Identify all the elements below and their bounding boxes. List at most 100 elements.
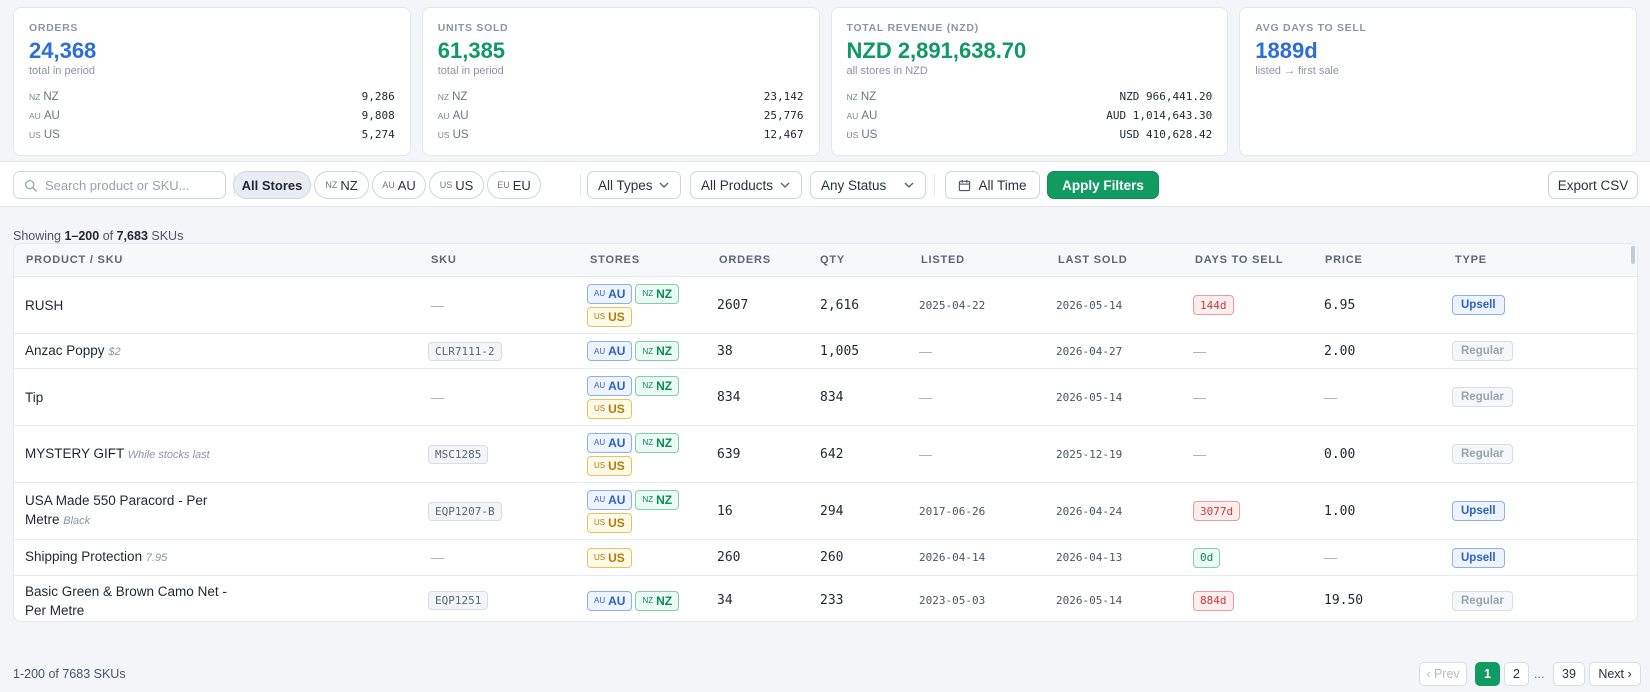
page-button-2[interactable]: 2: [1504, 662, 1529, 686]
page-button-1[interactable]: 1: [1475, 662, 1500, 686]
table-row[interactable]: Anzac Poppy $2 CLR7111-2 AU AU NZ NZ 38 1,005—2…: [14, 334, 1637, 369]
store-label: US US: [29, 129, 60, 141]
product-cell: RUSH: [25, 277, 235, 333]
product-cell: USA Made 550 Paracord - Per Metre Black: [25, 483, 235, 539]
product-note: $2: [108, 345, 121, 358]
listed-cell: 2023-05-03: [919, 594, 986, 607]
qty-cell: 834: [820, 389, 844, 405]
export-csv-button[interactable]: Export CSV: [1548, 171, 1638, 199]
flag-icon: AU: [594, 438, 606, 447]
sku-code: CLR7111-2: [428, 341, 502, 361]
stat-card: AVG DAYS TO SELL 1889d listed → first sale: [1239, 7, 1637, 156]
sku-cell: EQP1251: [428, 576, 489, 621]
chevron-down-icon: [659, 182, 669, 188]
table-row[interactable]: Shipping Protection 7.95 — US US 260 260 2026-…: [14, 540, 1637, 576]
days-to-sell-cell: —: [1193, 334, 1206, 368]
stat-breakdown-row: AU AU AUD 1,014,643.30: [847, 106, 1213, 125]
store-filter-nz[interactable]: NZ NZ: [314, 171, 369, 199]
store-label: NZ NZ: [438, 91, 468, 103]
type-select[interactable]: All Types: [587, 171, 681, 199]
type-badge: Upsell: [1452, 547, 1505, 568]
table-row[interactable]: MYSTERY GIFT While stocks last MSC1285 AU A…: [14, 426, 1637, 483]
stat-card: UNITS SOLD 61,385 total in period NZ NZ 23,14…: [421, 7, 820, 156]
search-box[interactable]: [13, 171, 226, 199]
column-header[interactable]: LISTED: [921, 254, 965, 266]
column-header[interactable]: LAST SOLD: [1058, 254, 1128, 266]
sku-cell: CLR7111-2: [428, 334, 502, 368]
stat-value: 1889d: [1255, 38, 1318, 63]
stat-card: ORDERS 24,368 total in period NZ NZ 9,286 AU AU…: [13, 7, 411, 156]
stat-breakdown-row: NZ NZ NZD 966,441.20: [847, 87, 1213, 106]
days-badge: 884d: [1193, 590, 1234, 611]
listed-cell: —: [919, 389, 932, 405]
store-badge-au: AU AU: [587, 375, 633, 396]
product-select[interactable]: All Products: [690, 171, 802, 199]
type-badge: Upsell: [1452, 501, 1505, 521]
column-header[interactable]: SKU: [431, 254, 457, 266]
orders-cell: 260: [717, 550, 741, 565]
table-row[interactable]: Tip — AU AU NZ NZ US US 834 834—2026-05-14— — Regul…: [14, 369, 1637, 426]
sku-cell: —: [431, 277, 444, 333]
stat-label: AVG DAYS TO SELL: [1255, 22, 1367, 34]
store-code: AU: [608, 344, 626, 358]
store-badge-nz: NZ NZ: [635, 590, 680, 611]
store-label: AU AU: [29, 110, 60, 122]
days-badge: 144d: [1193, 295, 1234, 315]
store-filter-us[interactable]: US US: [429, 171, 484, 199]
next-page-button[interactable]: Next ›: [1589, 662, 1641, 686]
store-filter-eu[interactable]: EU EU: [487, 171, 541, 199]
search-input[interactable]: [45, 177, 215, 193]
column-header[interactable]: QTY: [820, 254, 846, 266]
table-row[interactable]: USA Made 550 Paracord - Per Metre Black E…: [14, 483, 1637, 540]
store-name: US: [43, 128, 60, 141]
page-button-last[interactable]: 39: [1553, 662, 1585, 686]
orders-cell: 2607: [717, 297, 749, 313]
column-header[interactable]: STORES: [590, 254, 640, 266]
flag-icon: AU: [846, 110, 859, 121]
column-header[interactable]: ORDERS: [719, 254, 771, 266]
scrollbar[interactable]: [1631, 246, 1635, 264]
product-cell: Basic Green & Brown Camo Net - Per Metre: [25, 576, 235, 621]
store-code: AU: [608, 435, 626, 450]
product-name-wrap: Shipping Protection 7.95: [25, 547, 167, 568]
stores-cell: AU AU NZ NZ: [587, 576, 697, 621]
stat-subtitle: listed → first sale: [1255, 65, 1339, 77]
table-row[interactable]: Basic Green & Brown Camo Net - Per Metre…: [14, 576, 1637, 621]
store-badge-us: US US: [587, 455, 632, 476]
sku-code: EQP1207-B: [428, 501, 502, 521]
table-row[interactable]: RUSH — AU AU NZ NZ US US 2607 2,616 2025-04-22 2026…: [14, 277, 1637, 334]
store-value: 9,286: [361, 90, 395, 103]
type-badge: Regular: [1452, 444, 1513, 464]
store-name: AU: [43, 109, 60, 122]
listed-cell: 2017-06-26: [919, 504, 986, 518]
store-filter-all-stores[interactable]: All Stores: [233, 171, 311, 199]
status-select[interactable]: Any Status: [810, 171, 926, 199]
flag-icon: NZ: [846, 91, 858, 102]
product-select-value: All Products: [701, 177, 774, 193]
apply-filters-button[interactable]: Apply Filters: [1047, 171, 1159, 199]
store-filter-label: All Stores: [241, 177, 303, 193]
column-header[interactable]: PRODUCT / SKU: [26, 254, 124, 266]
orders-cell: 16: [717, 503, 733, 519]
pagination-summary: 1-200 of 7683 SKUs: [13, 667, 126, 681]
search-icon: [24, 179, 37, 192]
stat-subtitle: total in period: [29, 65, 96, 77]
orders-cell: 38: [717, 343, 733, 359]
column-header[interactable]: PRICE: [1325, 254, 1363, 266]
store-filter-au[interactable]: AU AU: [372, 171, 426, 199]
column-header[interactable]: TYPE: [1455, 254, 1487, 266]
flag-icon: NZ: [29, 91, 41, 102]
stat-breakdown-row: NZ NZ 9,286: [29, 87, 395, 106]
time-range-button[interactable]: All Time: [945, 171, 1040, 199]
product-name: MYSTERY GIFT: [25, 445, 125, 461]
column-header[interactable]: DAYS TO SELL: [1195, 254, 1284, 266]
store-code: NZ: [656, 286, 673, 301]
store-value: 23,142: [763, 90, 804, 103]
days-to-sell-cell: —: [1193, 369, 1206, 425]
sku-code: EQP1251: [428, 591, 489, 610]
days-to-sell-cell: 144d: [1193, 277, 1234, 333]
prev-page-button[interactable]: ‹ Prev: [1419, 662, 1467, 686]
store-code: NZ: [656, 435, 673, 450]
price-cell: 0.00: [1324, 446, 1356, 462]
store-name: AU: [452, 109, 469, 122]
